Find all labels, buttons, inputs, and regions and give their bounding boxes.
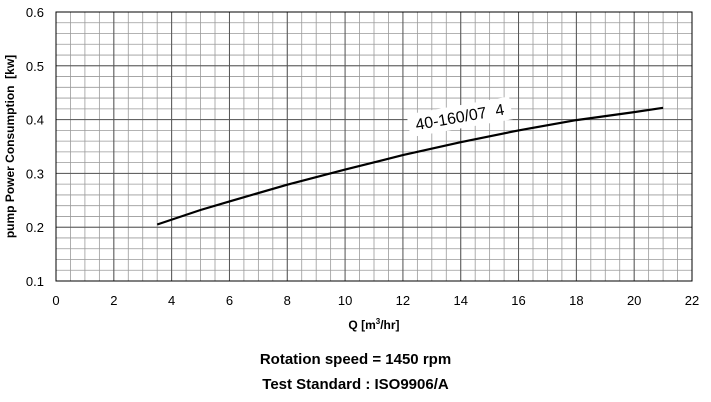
rotation-speed-note: Rotation speed = 1450 rpm: [259, 351, 452, 368]
x-tick-label: 6: [226, 293, 233, 308]
y-tick-label: 0.3: [26, 166, 44, 181]
minor-grid: [55, 11, 693, 282]
x-tick-label: 2: [110, 293, 117, 308]
y-tick-label: 0.1: [26, 274, 44, 289]
x-tick-label: 20: [627, 293, 641, 308]
x-tick-label: 12: [396, 293, 410, 308]
plot-frame: [55, 11, 693, 282]
x-tick-label: 16: [511, 293, 525, 308]
y-tick-label: 0.5: [26, 59, 44, 74]
x-tick-label: 18: [569, 293, 583, 308]
series-label-group: 40-160/07 4: [406, 96, 513, 138]
x-tick-labels: 0 2 4 6 8 10 12 14 16 18 20 22: [52, 293, 699, 308]
x-tick-label: 10: [338, 293, 352, 308]
x-tick-label: 22: [685, 293, 699, 308]
x-tick-label: 8: [284, 293, 291, 308]
x-tick-label: 4: [168, 293, 175, 308]
x-tick-label: 0: [52, 293, 59, 308]
y-tick-labels: 0.1 0.2 0.3 0.4 0.5 0.6: [26, 5, 44, 289]
x-tick-label: 14: [453, 293, 467, 308]
series-line: [156, 106, 664, 226]
y-axis-title: pump Power Consumption [kw]: [3, 55, 17, 238]
y-tick-label: 0.6: [26, 5, 44, 20]
y-tick-label: 0.4: [26, 113, 44, 128]
series-label-background: [406, 96, 513, 138]
test-standard-note: Test Standard : ISO9906/A: [262, 376, 449, 393]
pump-power-chart: 0.1 0.2 0.3 0.4 0.5 0.6 0 2 4 6 8 10 12 14 16 18 20 22 4…: [3, 5, 699, 332]
x-axis-title: Q [m3/hr]: [348, 317, 399, 332]
y-tick-label: 0.2: [26, 220, 44, 235]
